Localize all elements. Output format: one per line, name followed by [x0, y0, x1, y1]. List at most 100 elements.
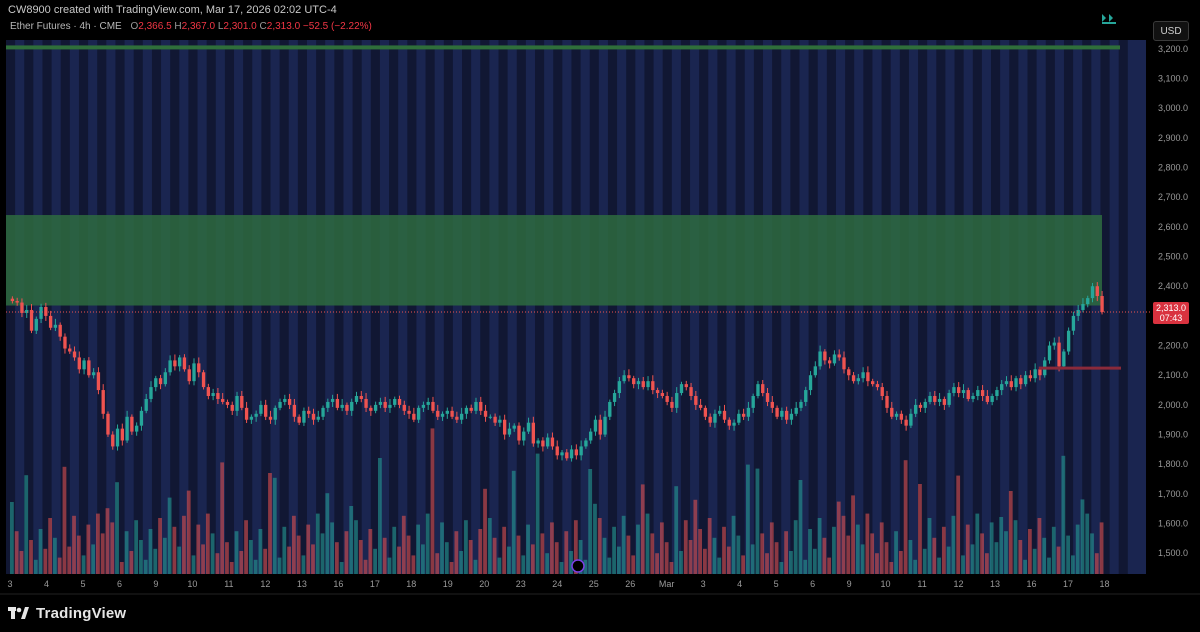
candle-body — [364, 398, 368, 408]
price-tick-label: 3,000.0 — [1158, 103, 1188, 113]
volume-bar — [191, 555, 196, 574]
candle-body — [197, 363, 201, 373]
candle-body — [722, 410, 727, 420]
volume-bar — [722, 526, 726, 574]
candle-body — [211, 393, 215, 396]
candle-body — [976, 390, 980, 396]
volume-bar — [172, 526, 177, 574]
volume-bar — [1047, 557, 1051, 574]
price-tick-label: 1,700.0 — [1158, 489, 1188, 499]
candle-body — [154, 378, 158, 388]
candle-body — [675, 393, 679, 408]
candle-body — [479, 401, 483, 411]
volume-bar — [994, 542, 999, 574]
volume-bar — [1066, 535, 1071, 574]
session-band — [553, 40, 563, 574]
session-band — [206, 40, 216, 574]
session-band — [662, 40, 672, 574]
candle-body — [603, 416, 607, 435]
candle-body — [445, 410, 449, 414]
candle-body — [378, 401, 383, 405]
volume-bar — [1080, 499, 1085, 574]
volume-bar — [922, 548, 927, 574]
candle-body — [216, 393, 220, 399]
volume-bar — [277, 557, 282, 574]
candle-body — [966, 390, 970, 399]
volume-bar — [516, 535, 521, 574]
session-band — [735, 40, 745, 574]
candle-body — [421, 404, 426, 408]
candle-body — [995, 390, 999, 396]
session-band — [991, 40, 1001, 574]
tradingview-logo[interactable]: TradingView — [8, 602, 126, 624]
price-tick-label: 2,400.0 — [1158, 281, 1188, 291]
currency-button[interactable]: USD — [1153, 21, 1189, 41]
volume-bar — [578, 540, 583, 574]
candle-body — [923, 401, 927, 408]
volume-bar — [937, 557, 941, 574]
volume-bar — [999, 517, 1004, 574]
candle-body — [459, 413, 464, 420]
alert-flag-icon[interactable] — [1100, 13, 1118, 25]
candle-body — [149, 387, 153, 399]
volume-bar — [851, 495, 855, 574]
symbol-title[interactable]: Ether Futures · 4h · CME — [10, 21, 122, 32]
candle-body — [330, 398, 335, 402]
volume-bar — [454, 531, 459, 574]
volume-bar — [363, 559, 368, 574]
volume-bar — [162, 537, 167, 574]
volume-bar — [387, 557, 392, 574]
candle-body — [1033, 369, 1037, 379]
volume-bar — [741, 555, 746, 574]
volume-bar — [879, 522, 884, 574]
candle-body — [980, 390, 985, 396]
candle-body — [770, 401, 774, 408]
volume-bar — [669, 562, 674, 574]
candle-body — [273, 407, 277, 420]
time-tick-label: 19 — [443, 579, 453, 589]
candle-body — [230, 404, 234, 411]
volume-bar — [832, 526, 836, 574]
volume-bar — [124, 531, 129, 574]
time-tick-label: 5 — [774, 579, 779, 589]
candle-body — [1081, 304, 1085, 310]
volume-bar — [530, 544, 535, 574]
volume-bar — [473, 559, 478, 574]
candle-body — [1000, 384, 1004, 391]
candle-body — [584, 440, 588, 447]
session-band — [224, 40, 235, 574]
session-band — [972, 40, 982, 574]
volume-bar — [827, 557, 832, 574]
volume-bar — [1027, 529, 1032, 574]
volume-bar — [798, 480, 803, 574]
volume-bar — [182, 515, 186, 574]
replay-icon[interactable] — [571, 559, 585, 573]
candle-body — [894, 413, 899, 417]
creator-credit: CW8900 created with TradingView.com, Mar… — [8, 4, 337, 16]
candle-body — [201, 372, 206, 388]
volume-bar — [67, 546, 72, 574]
candle-body — [311, 413, 316, 420]
candle-body — [679, 384, 684, 394]
candle-body — [115, 428, 120, 447]
volume-bar — [244, 520, 248, 574]
time-tick-label: 4 — [737, 579, 742, 589]
candle-body — [383, 401, 387, 408]
candle-body — [235, 396, 239, 411]
candle-body — [440, 413, 445, 417]
price-tick-label: 1,500.0 — [1158, 548, 1188, 558]
volume-bar — [373, 548, 378, 574]
time-tick-label: 13 — [990, 579, 1000, 589]
session-band — [407, 40, 417, 574]
candle-body — [918, 404, 923, 408]
volume-bar — [636, 524, 640, 574]
volume-bar — [492, 537, 497, 574]
session-band — [808, 40, 818, 574]
volume-bar — [621, 515, 626, 574]
volume-bar — [186, 490, 191, 574]
volume-bar — [755, 468, 760, 574]
candle-body — [29, 309, 34, 331]
candle-body — [761, 384, 765, 394]
